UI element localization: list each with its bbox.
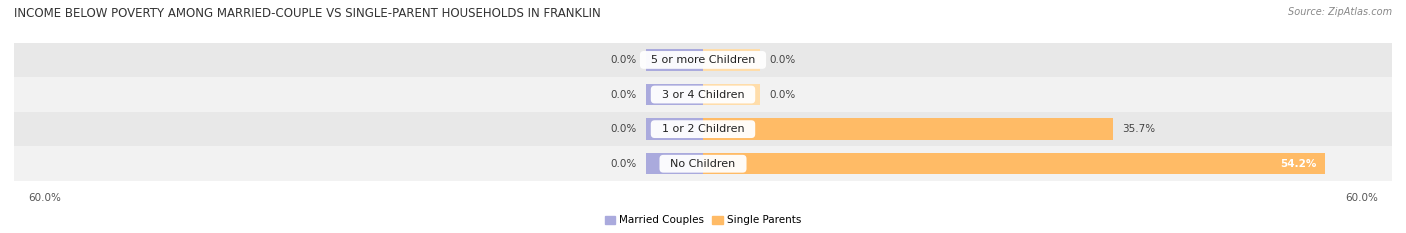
Bar [14,43,1392,77]
Text: 5 or more Children: 5 or more Children [644,55,762,65]
Bar [703,118,1114,140]
Bar [645,118,703,140]
Text: INCOME BELOW POVERTY AMONG MARRIED-COUPLE VS SINGLE-PARENT HOUSEHOLDS IN FRANKLI: INCOME BELOW POVERTY AMONG MARRIED-COUPL… [14,7,600,20]
Bar [645,153,703,175]
Text: 0.0%: 0.0% [610,124,637,134]
Bar [703,84,761,105]
Text: 0.0%: 0.0% [610,159,637,169]
Text: 1 or 2 Children: 1 or 2 Children [655,124,751,134]
Bar [14,77,1392,112]
Text: 0.0%: 0.0% [769,55,796,65]
Text: 35.7%: 35.7% [1122,124,1156,134]
Text: 3 or 4 Children: 3 or 4 Children [655,89,751,99]
Text: 60.0%: 60.0% [1346,193,1378,203]
Bar [645,49,703,71]
Bar [703,153,1326,175]
Bar [703,49,761,71]
Text: Source: ZipAtlas.com: Source: ZipAtlas.com [1288,7,1392,17]
Bar [645,84,703,105]
Text: 60.0%: 60.0% [28,193,60,203]
Legend: Married Couples, Single Parents: Married Couples, Single Parents [600,211,806,230]
Text: 0.0%: 0.0% [610,55,637,65]
Bar [14,147,1392,181]
Text: 0.0%: 0.0% [769,89,796,99]
Text: 0.0%: 0.0% [610,89,637,99]
Text: No Children: No Children [664,159,742,169]
Text: 54.2%: 54.2% [1279,159,1316,169]
Bar [14,112,1392,147]
